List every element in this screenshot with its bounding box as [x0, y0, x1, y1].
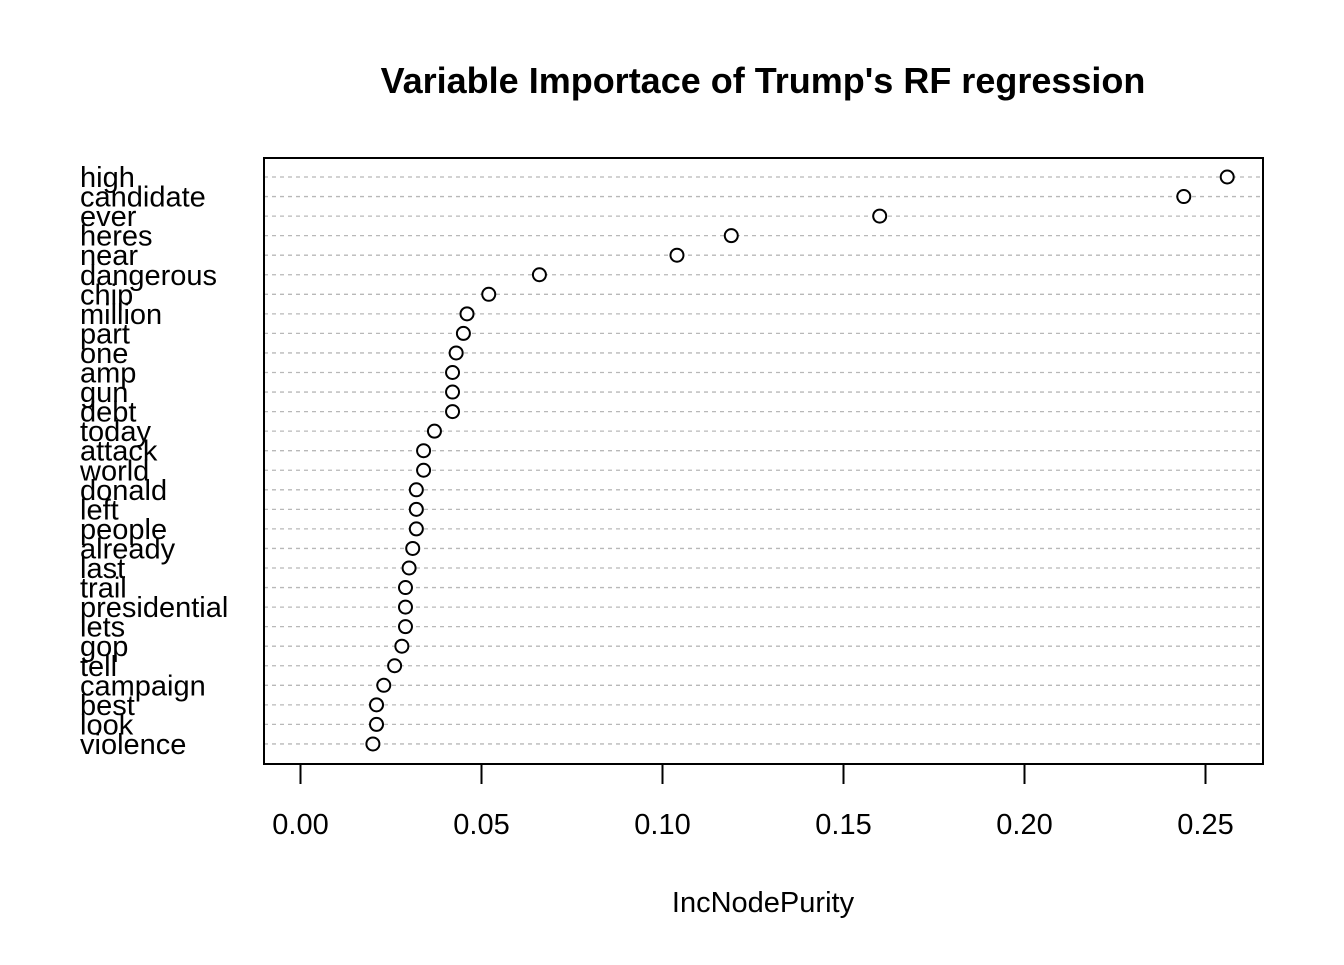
x-tick-label-3: 0.15	[815, 809, 871, 841]
category-label-look: look	[80, 709, 134, 741]
category-label-presidential: presidential	[80, 592, 228, 624]
data-point-people	[408, 521, 424, 537]
category-label-best: best	[80, 690, 135, 722]
category-label-high: high	[80, 162, 135, 194]
category-label-tell: tell	[80, 651, 117, 683]
category-label-heres: heres	[80, 221, 153, 253]
data-points	[365, 169, 1235, 752]
category-label-dangerous: dangerous	[80, 260, 217, 292]
category-label-gop: gop	[80, 631, 128, 663]
data-point-left	[408, 501, 424, 517]
category-label-donald: donald	[80, 475, 167, 507]
data-point-lets	[397, 619, 413, 635]
data-point-dangerous	[531, 267, 547, 283]
category-label-near: near	[80, 240, 138, 272]
x-axis-title: IncNodePurity	[672, 887, 855, 919]
grid-layer	[264, 176, 1263, 745]
data-point-million	[459, 306, 475, 322]
data-point-tell	[387, 658, 403, 674]
x-tick-label-1: 0.05	[453, 809, 509, 841]
data-point-part	[455, 325, 471, 341]
category-label-part: part	[80, 318, 130, 350]
category-label-amp: amp	[80, 358, 136, 390]
data-point-trail	[397, 580, 413, 596]
category-label-chip: chip	[80, 279, 133, 311]
data-point-near	[669, 247, 685, 263]
category-label-ever: ever	[80, 201, 137, 233]
data-point-attack	[416, 443, 432, 459]
data-point-chip	[481, 286, 497, 302]
data-point-gun	[445, 384, 461, 400]
x-tick-label-5: 0.25	[1177, 809, 1233, 841]
data-point-one	[448, 345, 464, 361]
data-point-donald	[408, 482, 424, 498]
data-point-gop	[394, 638, 410, 654]
x-axis: 0.00 0.05 0.10 0.15 0.20 0.25	[272, 763, 1234, 841]
category-label-trail: trail	[80, 573, 127, 605]
data-point-debt	[445, 404, 461, 420]
category-label-million: million	[80, 299, 162, 331]
plot-frame	[263, 157, 1264, 765]
data-point-heres	[723, 228, 739, 244]
data-point-high	[1219, 169, 1235, 185]
category-label-world: world	[79, 455, 149, 487]
data-point-already	[405, 540, 421, 556]
category-label-already: already	[80, 533, 176, 565]
data-point-violence	[365, 736, 381, 752]
category-label-lets: lets	[80, 612, 125, 644]
category-label-campaign: campaign	[80, 670, 206, 702]
category-label-today: today	[80, 416, 151, 448]
x-tick-label-4: 0.20	[996, 809, 1052, 841]
data-point-candidate	[1176, 189, 1192, 205]
data-point-last	[401, 560, 417, 576]
data-point-look	[369, 716, 385, 732]
data-point-presidential	[397, 599, 413, 615]
category-label-last: last	[80, 553, 125, 585]
chart-title: Variable Importace of Trump's RF regress…	[381, 60, 1146, 101]
data-point-ever	[872, 208, 888, 224]
data-point-campaign	[376, 677, 392, 693]
category-label-gun: gun	[80, 377, 128, 409]
category-labels: highcandidateeverheresneardangerouschipm…	[79, 162, 228, 761]
category-label-candidate: candidate	[80, 182, 206, 214]
x-tick-label-2: 0.10	[634, 809, 690, 841]
data-point-today	[426, 423, 442, 439]
data-point-world	[416, 462, 432, 478]
category-label-violence: violence	[80, 729, 186, 761]
category-label-left: left	[80, 494, 119, 526]
data-point-amp	[445, 365, 461, 380]
category-label-one: one	[80, 338, 128, 370]
data-point-best	[369, 697, 385, 713]
category-label-attack: attack	[80, 436, 158, 468]
x-tick-label-0: 0.00	[272, 809, 328, 841]
category-label-debt: debt	[80, 397, 136, 429]
category-label-people: people	[80, 514, 167, 546]
